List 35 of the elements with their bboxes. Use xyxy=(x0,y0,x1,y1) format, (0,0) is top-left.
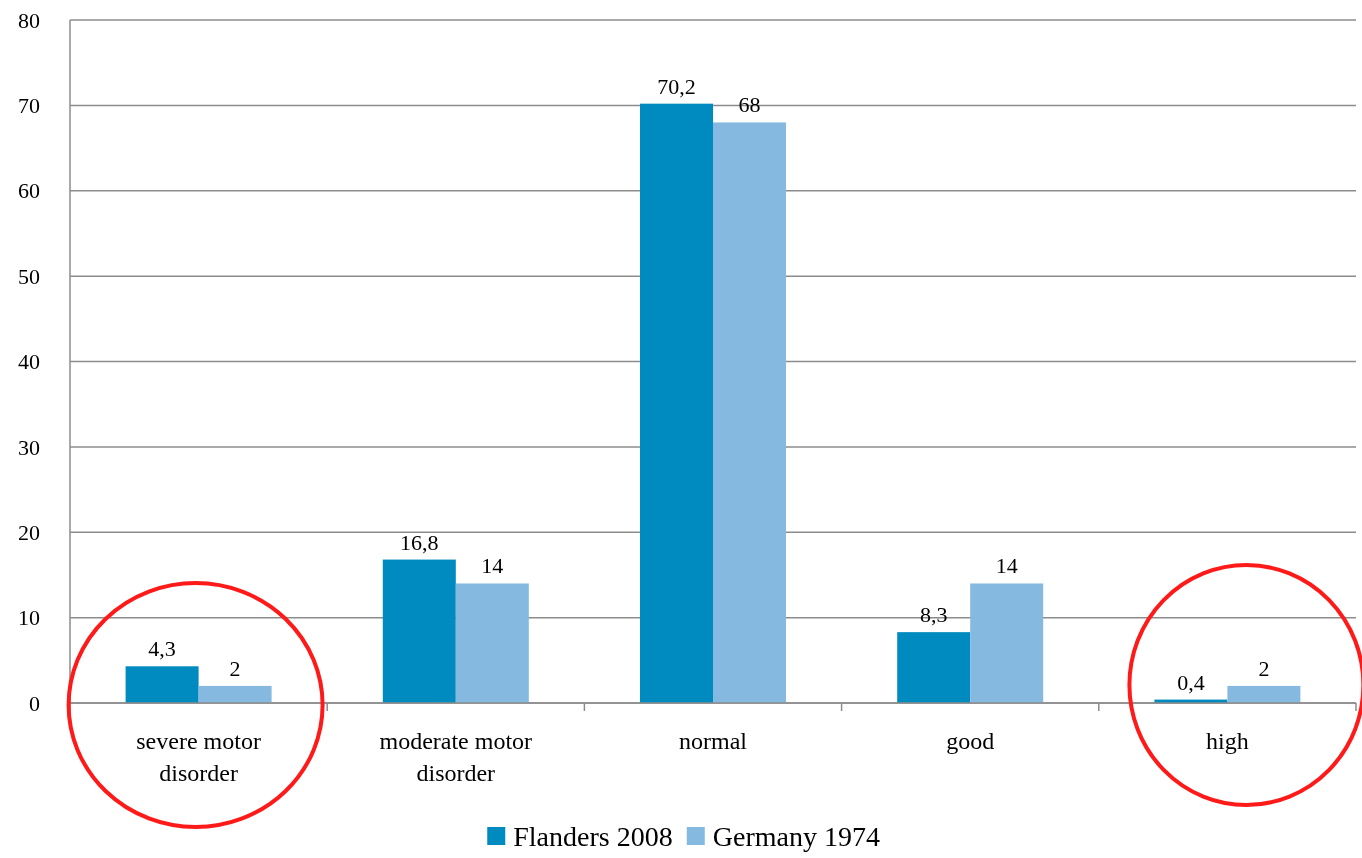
bar xyxy=(455,583,529,703)
x-tick-label: good xyxy=(946,728,995,754)
x-tick-label: severe motor disorder xyxy=(136,728,261,786)
bar xyxy=(640,103,713,703)
x-tick-label: high xyxy=(1206,728,1249,754)
legend-label: Flanders 2008 xyxy=(513,820,673,852)
bar xyxy=(1227,685,1301,703)
bar xyxy=(970,583,1044,703)
bar xyxy=(198,685,272,703)
x-tick-label: normal xyxy=(679,728,748,754)
y-tick-label: 80 xyxy=(18,7,40,33)
y-tick-label: 10 xyxy=(18,605,40,631)
data-label: 70,2 xyxy=(657,73,696,99)
y-tick-label: 20 xyxy=(18,519,40,545)
bar xyxy=(897,632,971,703)
data-label: 0,4 xyxy=(1177,669,1205,695)
y-tick-label: 40 xyxy=(18,349,40,375)
x-tick-label: moderate motor disorder xyxy=(379,728,533,786)
bar xyxy=(125,666,199,703)
bar xyxy=(713,122,786,703)
data-label: 4,3 xyxy=(148,636,176,662)
y-tick-label: 60 xyxy=(18,178,40,204)
data-label: 14 xyxy=(481,553,504,579)
y-tick-label: 0 xyxy=(29,690,40,716)
data-label: 2 xyxy=(229,655,241,681)
y-tick-label: 70 xyxy=(18,93,40,119)
data-label: 2 xyxy=(1258,655,1270,681)
data-label: 8,3 xyxy=(919,602,948,628)
data-label: 68 xyxy=(738,92,761,118)
legend-label: Germany 1974 xyxy=(712,820,880,852)
y-tick-label: 50 xyxy=(18,263,40,289)
bar xyxy=(382,559,456,703)
data-label: 14 xyxy=(995,553,1018,579)
y-tick-label: 30 xyxy=(18,434,40,460)
data-label: 16,8 xyxy=(400,529,439,555)
